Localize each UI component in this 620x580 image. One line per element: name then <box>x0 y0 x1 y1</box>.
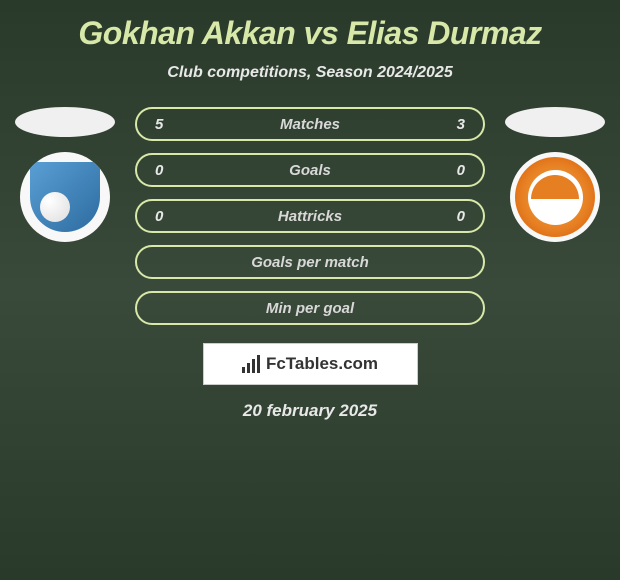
stat-left-value: 0 <box>155 208 185 225</box>
flag-ellipse-icon <box>505 107 605 137</box>
flag-ellipse-icon <box>15 107 115 137</box>
stat-right-value: 3 <box>435 116 465 133</box>
left-player-col <box>10 107 120 242</box>
stat-label: Goals per match <box>155 254 465 271</box>
stat-row-matches: 5 Matches 3 <box>135 107 485 141</box>
stat-row-min-per-goal: Min per goal <box>135 291 485 325</box>
page-title: Gokhan Akkan vs Elias Durmaz <box>78 15 541 52</box>
stat-label: Matches <box>280 116 340 133</box>
stat-right-value: 0 <box>435 208 465 225</box>
erzurumspor-badge-icon <box>20 152 110 242</box>
stat-row-goals: 0 Goals 0 <box>135 153 485 187</box>
stat-left-value: 0 <box>155 162 185 179</box>
comparison-card: Gokhan Akkan vs Elias Durmaz Club compet… <box>0 0 620 436</box>
stat-row-hattricks: 0 Hattricks 0 <box>135 199 485 233</box>
fctables-logo[interactable]: FcTables.com <box>203 343 418 385</box>
stat-right-value: 0 <box>435 162 465 179</box>
stat-label: Hattricks <box>278 208 342 225</box>
stat-label: Goals <box>289 162 331 179</box>
stat-row-goals-per-match: Goals per match <box>135 245 485 279</box>
stats-column: 5 Matches 3 0 Goals 0 0 Hattricks 0 Goal… <box>135 107 485 325</box>
stat-left-value: 5 <box>155 116 185 133</box>
subtitle: Club competitions, Season 2024/2025 <box>167 64 452 82</box>
date-text: 20 february 2025 <box>243 401 377 421</box>
logo-text: FcTables.com <box>266 354 378 374</box>
stat-label: Min per goal <box>155 300 465 317</box>
bars-icon <box>242 355 260 373</box>
main-area: 5 Matches 3 0 Goals 0 0 Hattricks 0 Goal… <box>0 107 620 325</box>
adanaspor-badge-icon <box>510 152 600 242</box>
right-player-col <box>500 107 610 242</box>
